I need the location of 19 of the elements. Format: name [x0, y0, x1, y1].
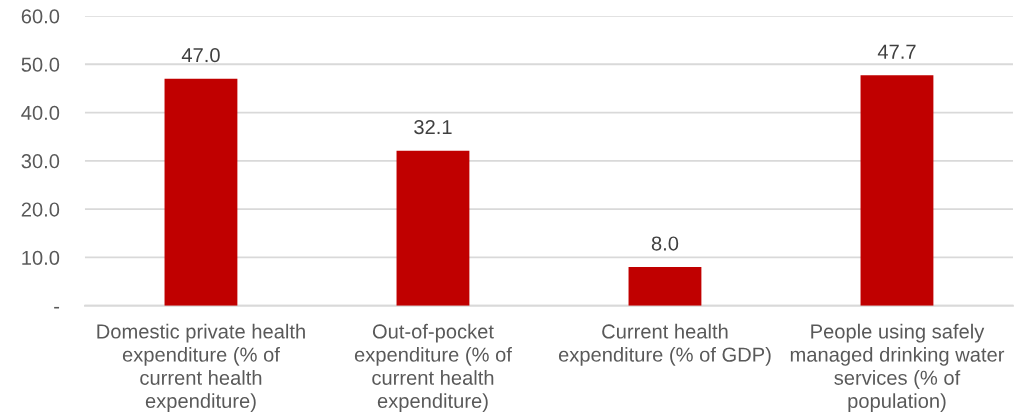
x-tick-label: People using safely managed drinking water services (% of population) — [790, 323, 1005, 413]
y-tick-label: 30.0 — [21, 154, 60, 169]
data-label: 47.7 — [877, 44, 916, 59]
y-tick-label: - — [54, 306, 60, 309]
x-tick-label: Current health expenditure (% of GDP) — [558, 323, 771, 366]
y-tick-label: 40.0 — [21, 105, 60, 121]
data-label: 8.0 — [651, 236, 679, 251]
bar — [396, 150, 470, 306]
bar — [628, 267, 702, 306]
data-label: 32.1 — [414, 119, 452, 135]
y-tick-label: 10.0 — [22, 250, 60, 265]
y-tick-label: 20.0 — [21, 202, 60, 217]
y-tick-label: 50.0 — [21, 57, 60, 72]
data-label: 47.0 — [181, 48, 220, 63]
bar — [164, 78, 238, 306]
y-tick-label: 60.0 — [21, 9, 60, 24]
x-tick-label: Out-of-pocket expenditure (% of current health expenditure) — [354, 323, 512, 413]
bar — [860, 75, 934, 306]
x-tick-label: Domestic private health expenditure (% of current health expenditure) — [97, 323, 305, 413]
